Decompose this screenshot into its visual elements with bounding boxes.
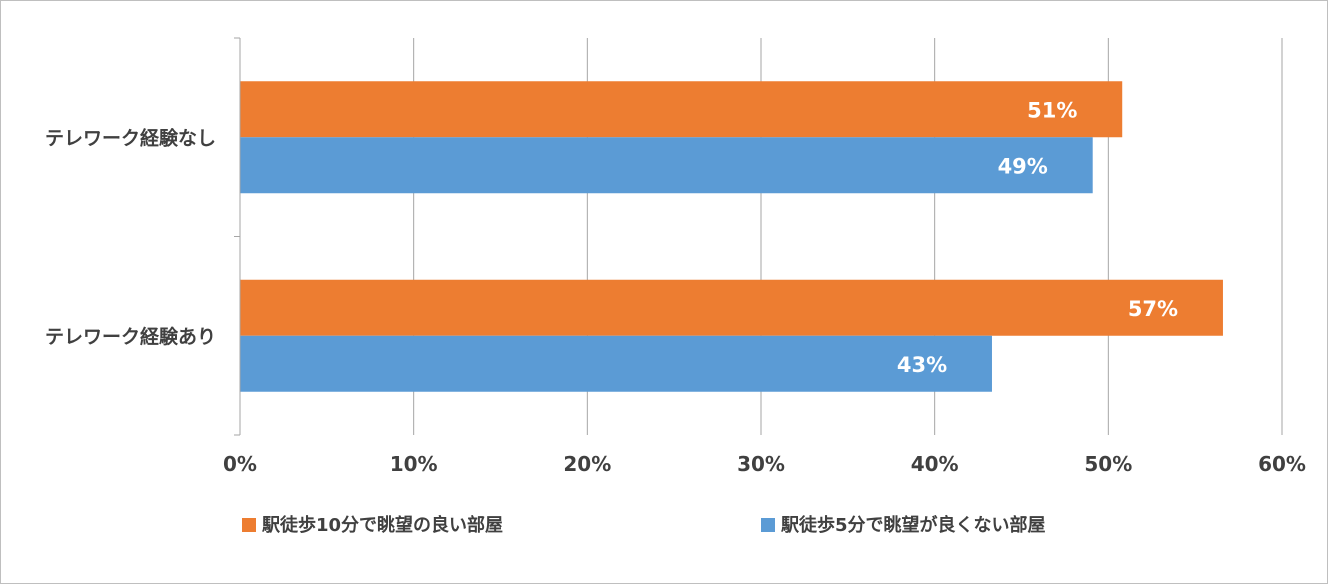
legend-swatch [242, 518, 256, 532]
legend-label: 駅徒歩10分で眺望の良い部屋 [261, 514, 503, 536]
category-label: テレワーク経験なし [45, 126, 216, 149]
x-tick-label: 10% [390, 452, 438, 476]
x-tick-label: 20% [563, 452, 611, 476]
x-tick-label: 0% [223, 452, 257, 476]
bar [240, 137, 1093, 194]
bar [240, 81, 1123, 138]
x-tick-label: 50% [1084, 452, 1132, 476]
axes: 0% 10% 20% 30% 40% 50% 60% [223, 37, 1306, 476]
x-tick-label: 60% [1258, 452, 1306, 476]
legend-label: 駅徒歩5分で眺望が良くない部屋 [780, 514, 1046, 536]
labels: 51% 49% テレワーク経験なし 57% 43% テレワーク経験あり [45, 98, 1178, 377]
legend-swatch [761, 518, 775, 532]
x-tick-label: 30% [737, 452, 785, 476]
x-tick-label: 40% [911, 452, 959, 476]
category-label: テレワーク経験あり [45, 325, 216, 348]
data-label: 49% [998, 154, 1048, 178]
data-label: 51% [1027, 98, 1077, 122]
legend: 駅徒歩10分で眺望の良い部屋 駅徒歩5分で眺望が良くない部屋 [242, 514, 1046, 536]
data-label: 43% [897, 353, 947, 377]
data-label: 57% [1128, 297, 1178, 321]
bars [240, 81, 1223, 392]
bar [240, 335, 992, 392]
bar [240, 279, 1223, 336]
